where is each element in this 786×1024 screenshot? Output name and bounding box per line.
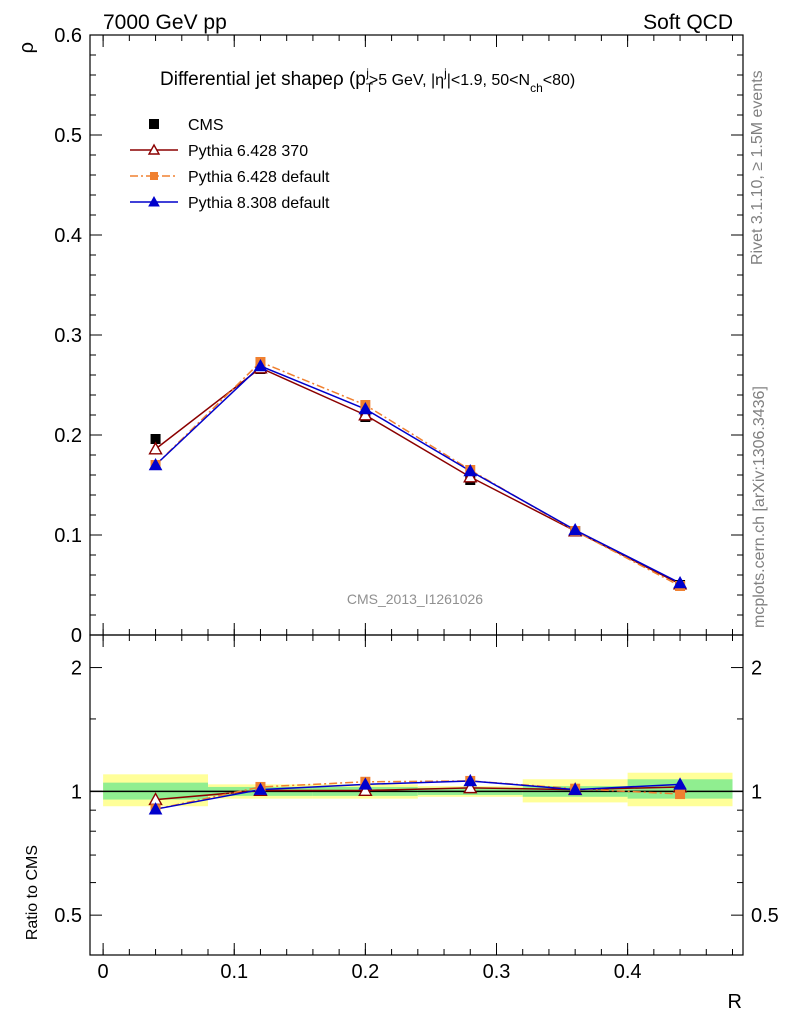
- xtick-label: 0.1: [220, 961, 248, 983]
- mcplots-label: mcplots.cern.ch [arXiv:1306.3436]: [751, 386, 768, 628]
- ratio-ytick-label-right: 2: [751, 658, 762, 680]
- main-data-point: [463, 463, 478, 477]
- header-right: Soft QCD: [643, 11, 733, 34]
- legend-marker: [150, 172, 158, 180]
- ratio-ytick-label-left: 2: [71, 658, 82, 680]
- ratio-xlabel: R: [728, 991, 742, 1013]
- main-plot: 0 0.1 0.2 0.3 0.4 0.5 0.6: [54, 25, 744, 647]
- xtick-label: 0.2: [351, 961, 379, 983]
- legend-marker: [147, 143, 161, 155]
- ratio-ytick-label-right: 1: [751, 781, 762, 803]
- rivet-label: Rivet 3.1.10, ≥ 1.5M events: [749, 70, 766, 265]
- xtick-label: 0.4: [614, 961, 642, 983]
- chart-title: Differential jet shapeρ (pTj>5 GeV, |ηj|…: [160, 66, 575, 95]
- ratio-ytick-label-left: 1: [71, 781, 82, 803]
- main-ytick-label: 0.2: [54, 425, 82, 447]
- ratio-data-point: [675, 789, 686, 800]
- main-series-line: [155, 361, 681, 587]
- title-sub1: T: [366, 81, 374, 95]
- main-data-point: [358, 407, 373, 421]
- main-ytick-label: 0.6: [54, 25, 82, 47]
- ratio-data-point: [358, 783, 373, 796]
- main-series-line: [155, 365, 681, 584]
- main-data-point: [358, 401, 373, 415]
- ratio-series-line: [155, 780, 681, 810]
- main-data-point: [150, 434, 161, 444]
- main-data-point: [568, 522, 583, 536]
- ratio-data-point: [673, 777, 687, 790]
- ratio-data-point: [463, 780, 478, 794]
- ratio-data-point: [148, 802, 163, 815]
- main-series-line: [155, 367, 681, 585]
- main-ytick-label: 0.3: [54, 325, 82, 347]
- legend-label: Pythia 6.428 default: [188, 169, 330, 186]
- main-ytick-label: 0: [71, 625, 82, 647]
- ratio-ylabel: Ratio to CMS: [24, 845, 41, 940]
- xtick-label: 0: [98, 961, 109, 983]
- title-sup2: j: [443, 66, 447, 80]
- main-data-point: [253, 358, 268, 372]
- legend-label: Pythia 8.308 default: [188, 195, 330, 212]
- main-data-point: [148, 441, 163, 455]
- main-ytick-label: 0.5: [54, 125, 82, 147]
- main-data-point: [463, 469, 478, 483]
- main-data-point: [148, 457, 163, 471]
- legend-label: CMS: [188, 117, 224, 134]
- main-ylabel: ρ: [16, 42, 38, 53]
- title-mid1: >5 GeV, |η: [369, 72, 444, 89]
- ratio-series-line: [155, 780, 681, 810]
- title-sub2: ch: [530, 81, 543, 95]
- ratio-ytick-label-right: 0.5: [751, 905, 779, 927]
- main-ytick-label: 0.4: [54, 225, 82, 247]
- ratio-frame: [89, 634, 744, 956]
- main-ytick-label: 0.1: [54, 525, 82, 547]
- legend-marker: [149, 119, 159, 129]
- xtick-label: 0.3: [483, 961, 511, 983]
- ratio-data-point: [463, 773, 478, 787]
- legend-marker: [148, 195, 160, 207]
- main-data-point: [673, 575, 687, 589]
- legend: CMS Pythia 6.428 370 Pythia 6.428 default P…: [130, 117, 330, 212]
- title-mid2: |<1.9, 50<N: [447, 72, 530, 89]
- header-left: 7000 GeV pp: [103, 11, 227, 34]
- legend-label: Pythia 6.428 370: [188, 143, 308, 160]
- ratio-plot: 0 0.1 0.2 0.3 0.4 0.5 0.5 1 1 2 2: [54, 35, 779, 983]
- ratio-data-point: [253, 782, 268, 795]
- title-main: Differential jet shapeρ (p: [160, 69, 366, 90]
- ratio-ytick-label-left: 0.5: [54, 905, 82, 927]
- analysis-id: CMS_2013_I1261026: [347, 591, 483, 607]
- ratio-data-point: [358, 777, 373, 790]
- ratio-data-point: [568, 782, 583, 795]
- title-end: <80): [543, 72, 575, 89]
- title-sup1: j: [365, 66, 369, 80]
